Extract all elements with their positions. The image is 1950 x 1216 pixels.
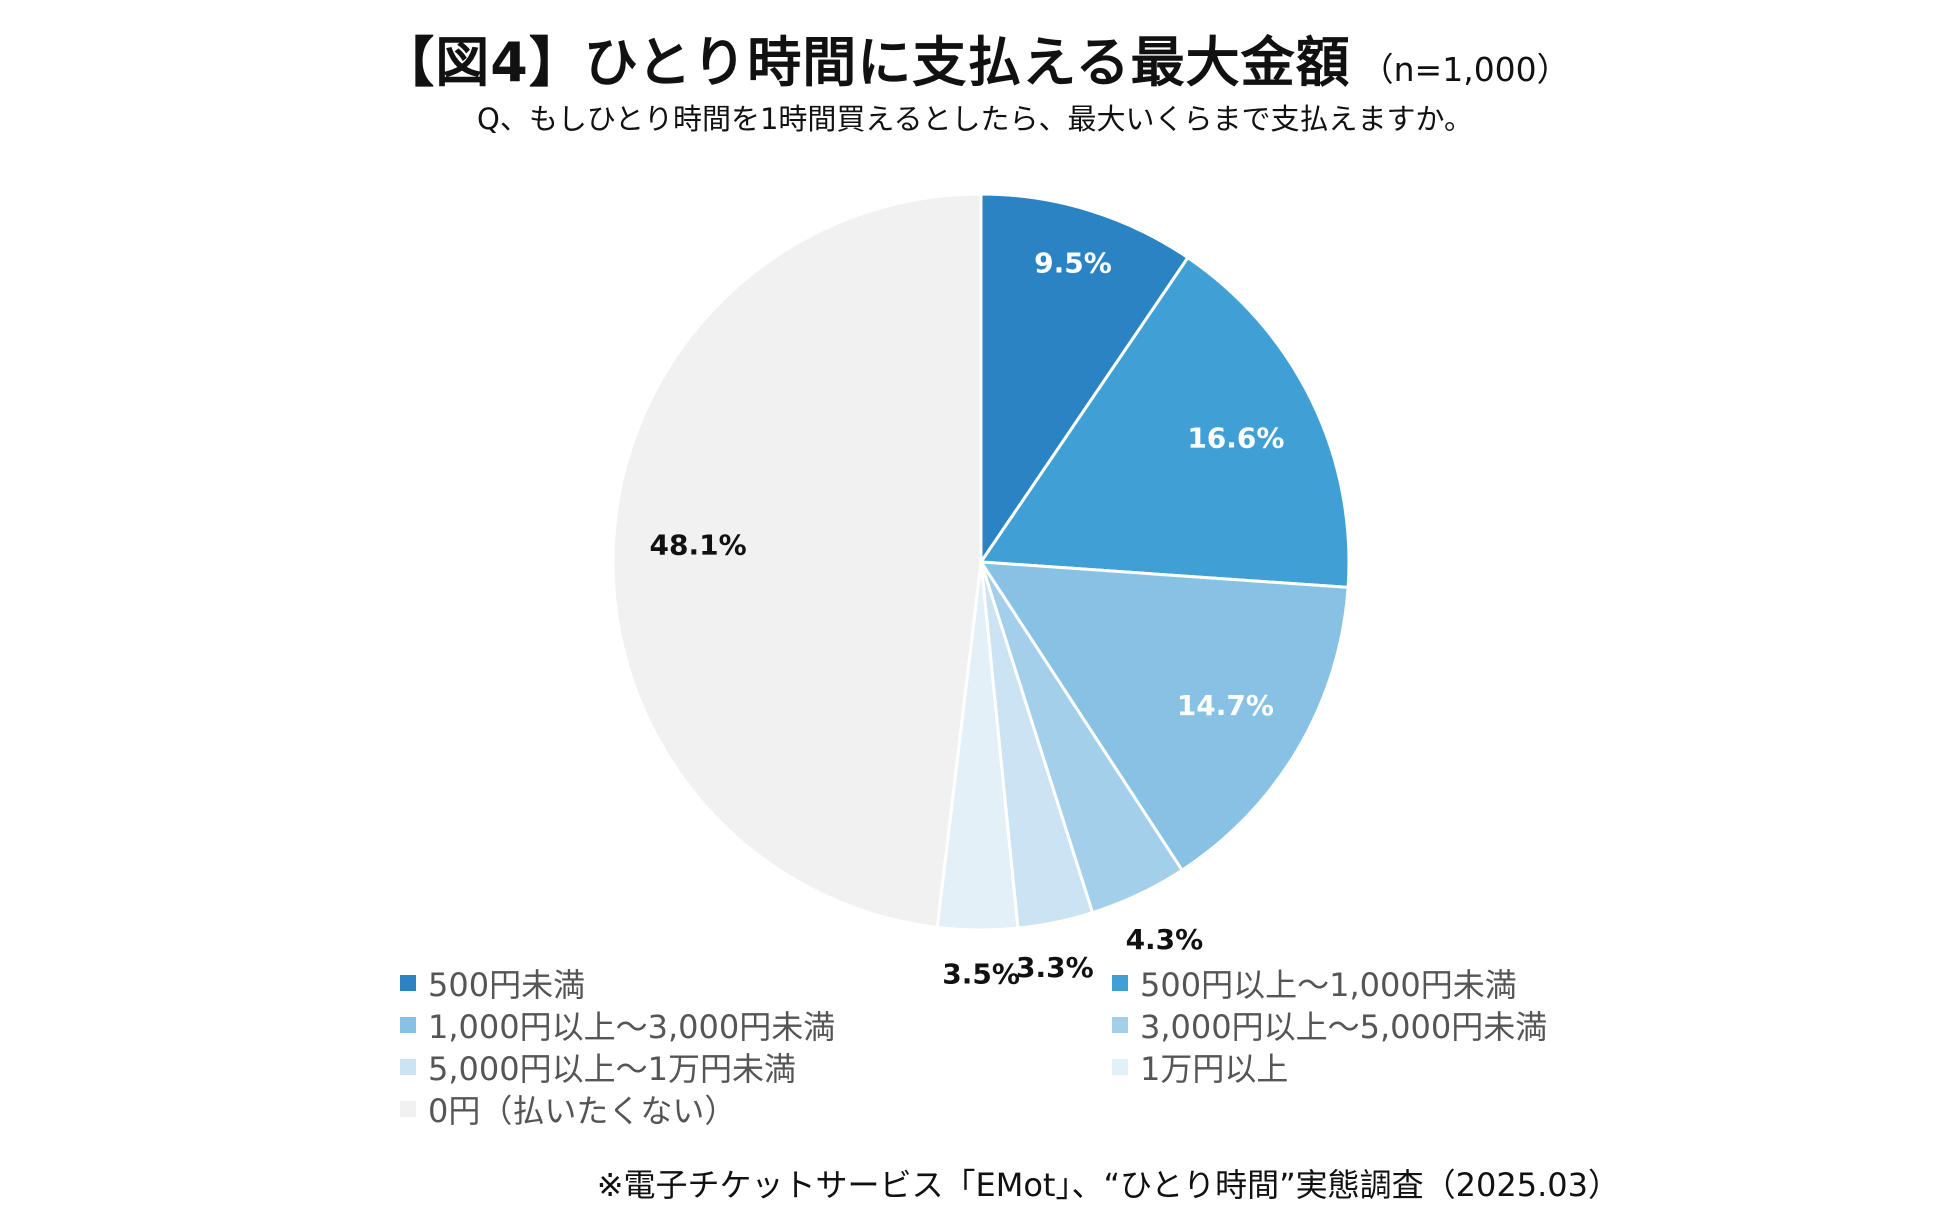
slice-value-label: 48.1% <box>650 529 747 562</box>
legend-swatch <box>1112 1017 1128 1033</box>
pie-slice <box>979 256 1351 589</box>
legend-swatch <box>400 1017 416 1033</box>
legend-label: 5,000円以上～1万円未満 <box>428 1050 796 1088</box>
legend-label: 3,000円以上～5,000円未満 <box>1140 1008 1548 1046</box>
pie-slice <box>979 192 1190 564</box>
legend-label: 1万円以上 <box>1140 1050 1289 1088</box>
legend-label: 500円未満 <box>428 966 586 1004</box>
slice-value-label: 4.3% <box>1126 923 1204 956</box>
legend-item: 500円以上～1,000円未満 <box>1112 962 1650 1004</box>
legend-item: 5,000円以上～1万円未満 <box>400 1046 1112 1088</box>
chart-legend: 500円未満 500円以上～1,000円未満 1,000円以上～3,000円未満 3,… <box>400 962 1650 1130</box>
slice-value-label: 3.5% <box>942 958 1020 991</box>
slice-value-label: 14.7% <box>1177 689 1274 722</box>
legend-item: 3,000円以上～5,000円未満 <box>1112 1004 1650 1046</box>
slice-value-label: 9.5% <box>1034 247 1112 280</box>
pie-slice <box>611 192 983 929</box>
sample-size: （n=1,000） <box>1360 50 1570 89</box>
legend-item: 1,000円以上～3,000円未満 <box>400 1004 1112 1046</box>
legend-swatch <box>400 1059 416 1075</box>
source-note: ※電子チケットサービス「EMot」、“ひとり時間”実態調査（2025.03） <box>596 1166 1620 1204</box>
legend-swatch <box>400 975 416 991</box>
legend-item: 1万円以上 <box>1112 1046 1650 1088</box>
chart-title: 【図4】ひとり時間に支払える最大金額 <box>380 31 1351 94</box>
legend-label: 500円以上～1,000円未満 <box>1140 966 1517 1004</box>
chart-title-row: 【図4】ひとり時間に支払える最大金額 （n=1,000） <box>0 18 1950 97</box>
legend-swatch <box>1112 975 1128 991</box>
legend-label: 1,000円以上～3,000円未満 <box>428 1008 836 1046</box>
slice-value-label: 3.3% <box>1016 951 1094 984</box>
legend-item: 500円未満 <box>400 962 1112 1004</box>
slice-value-label: 16.6% <box>1187 422 1284 455</box>
pie-slice <box>979 560 1350 872</box>
chart-subtitle: Q、もしひとり時間を1時間買えるとしたら、最大いくらまで支払えますか。 <box>477 102 1473 136</box>
legend-swatch <box>400 1101 416 1117</box>
legend-item: 0円（払いたくない） <box>400 1088 1112 1130</box>
legend-label: 0円（払いたくない） <box>428 1092 737 1130</box>
legend-swatch <box>1112 1059 1128 1075</box>
